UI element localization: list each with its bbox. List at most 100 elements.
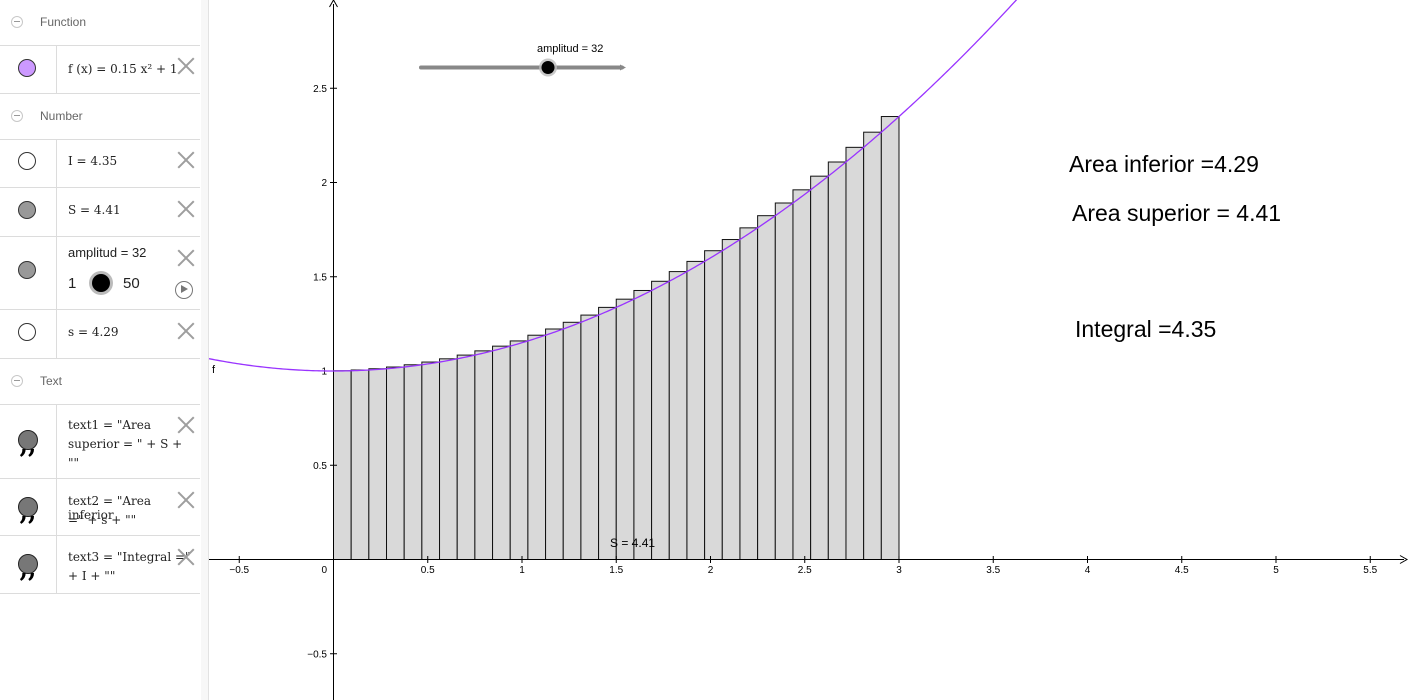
visibility-toggle-amplitud[interactable] xyxy=(18,261,36,279)
x-tick-label: 5.5 xyxy=(1363,565,1377,576)
function-f-curve[interactable] xyxy=(209,0,1409,372)
delete-icon[interactable] xyxy=(177,548,195,566)
visibility-toggle-f[interactable] xyxy=(18,59,36,77)
text1-line1[interactable]: text1 = "Area xyxy=(68,418,152,432)
y-axis-arrow xyxy=(329,0,338,8)
quote-icon[interactable]: ,, xyxy=(18,554,38,583)
riemann-bar xyxy=(633,289,653,560)
collapse-icon[interactable] xyxy=(11,375,23,387)
quote-icon[interactable]: ,, xyxy=(18,430,38,459)
play-triangle xyxy=(181,285,188,293)
text-area-superior[interactable]: Area superior = 4.41 xyxy=(1072,200,1281,226)
y-tick-label: 1 xyxy=(321,367,327,378)
text3-line2[interactable]: + I + "" xyxy=(68,569,116,583)
quote-icon[interactable]: ,, xyxy=(18,497,38,526)
algebra-row-text3[interactable]: ,, text3 = "Integral =" + I + "" xyxy=(0,536,200,594)
panel-divider[interactable] xyxy=(201,0,209,700)
riemann-bar xyxy=(421,361,441,560)
riemann-bar xyxy=(368,368,388,560)
visibility-toggle-s[interactable] xyxy=(18,323,36,341)
x-tick-label: 2.5 xyxy=(798,565,812,576)
algebra-row-amplitud[interactable]: amplitud = 32 1 50 xyxy=(0,237,200,310)
slider-max-label: 50 xyxy=(123,275,140,292)
marble-cell xyxy=(0,188,57,236)
marble-cell: ,, xyxy=(0,536,57,593)
marble-cell xyxy=(0,237,57,309)
riemann-bar xyxy=(668,271,688,560)
riemann-bar xyxy=(545,328,564,560)
visibility-toggle-S[interactable] xyxy=(18,201,36,219)
riemann-bar xyxy=(439,358,458,560)
S-definition[interactable]: S = 4.41 xyxy=(68,203,121,217)
delete-icon[interactable] xyxy=(177,322,195,340)
text2-line2[interactable]: =" + s + "" xyxy=(68,513,137,527)
category-function[interactable]: Function xyxy=(0,0,200,46)
y-tick-label: 2.5 xyxy=(313,84,327,95)
graphics-view[interactable]: −0.5 0 0.5 1 1.5 2 2.5 3 3.5 4 4.5 5 5.5 −0.5 0.5 1 1.5… xyxy=(209,0,1410,700)
x-tick-label: 0 xyxy=(322,565,328,576)
riemann-bar xyxy=(562,321,582,560)
delete-icon[interactable] xyxy=(177,416,195,434)
category-text[interactable]: Text xyxy=(0,359,200,405)
riemann-bar xyxy=(580,314,600,560)
riemann-bar xyxy=(350,369,370,560)
x-tick-label: 5 xyxy=(1273,565,1279,576)
riemann-bars xyxy=(333,116,900,561)
marble-cell: ,, xyxy=(0,404,57,478)
riemann-bar xyxy=(757,215,776,560)
riemann-bar xyxy=(792,189,812,560)
amplitud-definition[interactable]: amplitud = 32 xyxy=(68,245,147,260)
text2-line1[interactable]: text2 = "Area inferior xyxy=(68,494,152,522)
riemann-bar xyxy=(474,350,494,560)
delete-icon[interactable] xyxy=(177,200,195,218)
collapse-icon[interactable] xyxy=(11,110,23,122)
play-icon[interactable] xyxy=(175,281,193,299)
riemann-bar xyxy=(721,239,741,560)
algebra-row-text1[interactable]: ,, text1 = "Area superior = " + S + "" xyxy=(0,404,200,479)
x-tick-label: 4.5 xyxy=(1175,565,1189,576)
riemann-bar xyxy=(686,260,706,560)
delete-icon[interactable] xyxy=(177,57,195,75)
riemann-bar xyxy=(880,116,900,561)
x-tick-label: −0.5 xyxy=(229,565,249,576)
delete-icon[interactable] xyxy=(177,249,195,267)
marble-cell: ,, xyxy=(0,479,57,535)
x-tick-label: 1 xyxy=(519,565,525,576)
text-integral[interactable]: Integral =4.35 xyxy=(1075,316,1216,342)
riemann-bar xyxy=(456,354,476,560)
riemann-bar xyxy=(386,366,405,560)
I-definition[interactable]: I = 4.35 xyxy=(68,154,118,168)
category-number[interactable]: Number xyxy=(0,94,200,140)
riemann-bar xyxy=(704,250,723,560)
riemann-bar xyxy=(863,131,882,560)
riemann-bar xyxy=(651,280,670,560)
delete-icon[interactable] xyxy=(177,491,195,509)
algebra-row-S[interactable]: S = 4.41 xyxy=(0,188,200,237)
y-tick-label: 0.5 xyxy=(313,461,327,472)
algebra-row-s[interactable]: s = 4.29 xyxy=(0,310,200,359)
text1-line3[interactable]: "" xyxy=(68,456,80,470)
riemann-bar xyxy=(509,340,529,560)
collapse-icon[interactable] xyxy=(11,16,23,28)
marble-cell xyxy=(0,139,57,187)
delete-icon[interactable] xyxy=(177,151,195,169)
slider-point[interactable] xyxy=(541,61,555,74)
riemann-bar xyxy=(774,202,794,560)
text-area-inferior[interactable]: Area inferior =4.29 xyxy=(1069,151,1259,177)
riemann-bar xyxy=(827,161,847,560)
x-tick-label: 1.5 xyxy=(609,565,623,576)
text3-line1[interactable]: text3 = "Integral =" xyxy=(68,550,191,564)
text1-line2[interactable]: superior = " + S + xyxy=(68,437,183,451)
visibility-toggle-I[interactable] xyxy=(18,152,36,170)
marble-cell xyxy=(0,310,57,358)
s-definition[interactable]: s = 4.29 xyxy=(68,325,119,339)
algebra-row-text2[interactable]: ,, text2 = "Area inferior =" + s + "" xyxy=(0,479,200,536)
marble-cell xyxy=(0,45,57,93)
slider-handle[interactable] xyxy=(92,274,110,292)
algebra-row-I[interactable]: I = 4.35 xyxy=(0,139,200,188)
y-tick-label: −0.5 xyxy=(307,649,327,660)
slider-min-label: 1 xyxy=(68,275,77,292)
f-definition[interactable]: f (x) = 0.15 x² + 1 xyxy=(68,62,178,76)
algebra-row-f[interactable]: f (x) = 0.15 x² + 1 xyxy=(0,45,200,94)
axes xyxy=(209,0,1409,700)
